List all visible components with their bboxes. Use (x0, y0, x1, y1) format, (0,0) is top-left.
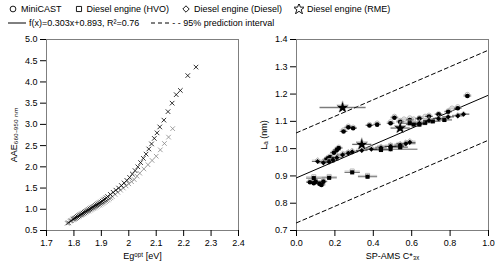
svg-text:2.2: 2.2 (177, 238, 190, 248)
svg-text:0.9: 0.9 (275, 171, 288, 181)
svg-text:1.0: 1.0 (482, 238, 495, 248)
svg-text:0.6: 0.6 (405, 238, 418, 248)
svg-text:4.0: 4.0 (25, 77, 38, 87)
svg-text:0.8: 0.8 (275, 198, 288, 208)
svg-text:1.9: 1.9 (95, 238, 108, 248)
svg-text:2.5: 2.5 (25, 140, 38, 150)
svg-text:0.8: 0.8 (444, 238, 457, 248)
html-text:Diesel engine (HVO): Diesel engine (HVO) (86, 4, 170, 14)
html-text:- - 95% prediction interval: - - 95% prediction interval (172, 18, 275, 28)
html-text:f(x)=0.303x+0.893, R²=0.76: f(x)=0.303x+0.893, R²=0.76 (29, 18, 140, 28)
svg-text:2.3: 2.3 (205, 238, 218, 248)
svg-text:SP-AMS C*₃ₓ: SP-AMS C*₃ₓ (366, 251, 420, 261)
svg-text:0.2: 0.2 (329, 238, 342, 248)
svg-text:1.3: 1.3 (275, 62, 288, 72)
html-text:Diesel engine (Diesel): Diesel engine (Diesel) (194, 4, 283, 14)
svg-text:2.0: 2.0 (25, 162, 38, 172)
svg-text:3.5: 3.5 (25, 98, 38, 108)
svg-text:0.7: 0.7 (275, 225, 288, 235)
html-text:MiniCAST: MiniCAST (21, 4, 62, 14)
svg-text:2.1: 2.1 (150, 238, 163, 248)
svg-text:Egᵒᵖᵗ [eV]: Egᵒᵖᵗ [eV] (123, 251, 161, 261)
svg-text:1.8: 1.8 (68, 238, 81, 248)
svg-text:5.0: 5.0 (25, 34, 38, 44)
svg-text:0.4: 0.4 (367, 238, 380, 248)
svg-text:4.5: 4.5 (25, 56, 38, 66)
svg-text:Lₐ (nm): Lₐ (nm) (259, 120, 269, 149)
svg-text:1.2: 1.2 (275, 89, 288, 99)
svg-text:2: 2 (126, 238, 131, 248)
svg-text:1.0: 1.0 (275, 144, 288, 154)
svg-text:1.4: 1.4 (275, 34, 288, 44)
svg-text:1.1: 1.1 (275, 116, 288, 126)
svg-text:3.0: 3.0 (25, 119, 38, 129)
svg-text:0.5: 0.5 (25, 225, 38, 235)
svg-text:1.5: 1.5 (25, 183, 38, 193)
svg-text:AAE₆₆₀₋₉₅₀ ₙₘ: AAE₆₆₀₋₉₅₀ ₙₘ (9, 108, 19, 162)
svg-text:2.4: 2.4 (232, 238, 245, 248)
html-text:Diesel engine (RME): Diesel engine (RME) (307, 4, 391, 14)
svg-text:1.7: 1.7 (40, 238, 53, 248)
svg-text:1.0: 1.0 (25, 204, 38, 214)
svg-text:0.0: 0.0 (290, 238, 303, 248)
